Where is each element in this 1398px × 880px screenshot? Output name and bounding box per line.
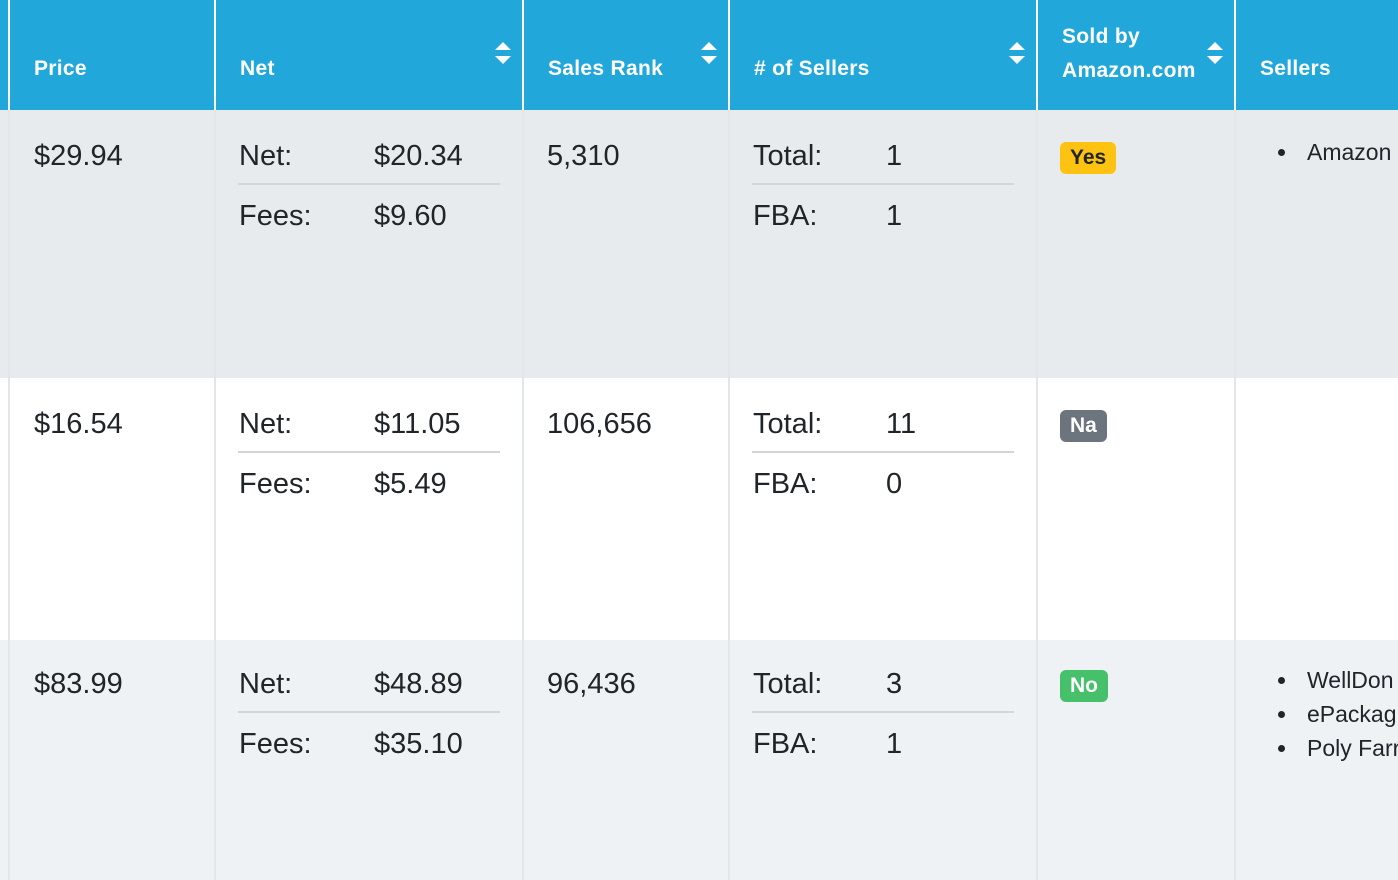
total-label: Total:	[753, 408, 823, 440]
table-row[interactable]: $29.94 Net: $20.34 Fees: $9.60 5,310 Tot…	[0, 110, 1398, 378]
header-divider	[728, 0, 730, 110]
price-cell: $29.94	[34, 140, 123, 172]
net-label: Net:	[239, 140, 293, 172]
fba-value: 1	[886, 200, 903, 232]
status-badge: Na	[1060, 410, 1107, 442]
list-item[interactable]: WellDon	[1276, 663, 1398, 697]
fba-label: FBA:	[753, 200, 818, 232]
header-divider	[1036, 0, 1038, 110]
total-value: 3	[886, 668, 903, 700]
column-divider	[728, 0, 730, 880]
table-row[interactable]: $83.99 Net: $48.89 Fees: $35.10 96,436 T…	[0, 640, 1398, 880]
total-value: 11	[886, 408, 917, 440]
header-sold-by-line2: Amazon.com	[1062, 59, 1196, 82]
status-badge: No	[1060, 670, 1108, 702]
list-item[interactable]: ePackag	[1276, 697, 1398, 731]
header-divider	[522, 0, 524, 110]
sort-icon[interactable]	[700, 42, 718, 64]
net-value: $11.05	[374, 408, 461, 440]
list-item[interactable]: Amazon	[1276, 135, 1391, 169]
fees-value: $9.60	[374, 200, 447, 232]
header-divider	[8, 0, 10, 110]
sales-rank-cell: 96,436	[547, 668, 636, 700]
net-divider	[238, 451, 500, 453]
column-divider	[1036, 0, 1038, 880]
header-divider	[214, 0, 216, 110]
table-row[interactable]: $16.54 Net: $11.05 Fees: $5.49 106,656 T…	[0, 378, 1398, 640]
header-sold-by-amazon-label: Sold by Amazon.com	[1062, 20, 1196, 88]
header-divider	[1234, 0, 1236, 110]
header-sellers-label: Sellers	[1260, 57, 1331, 80]
net-divider	[238, 183, 500, 185]
sort-icon[interactable]	[1206, 42, 1224, 64]
fba-value: 1	[886, 728, 903, 760]
fees-value: $35.10	[374, 728, 463, 760]
sellers-divider	[752, 183, 1014, 185]
sort-icon[interactable]	[494, 42, 512, 64]
sales-rank-cell: 5,310	[547, 140, 620, 172]
total-label: Total:	[753, 140, 823, 172]
total-label: Total:	[753, 668, 823, 700]
list-item[interactable]: Poly Farr	[1276, 731, 1398, 765]
fees-label: Fees:	[239, 200, 312, 232]
net-value: $48.89	[374, 668, 463, 700]
price-cell: $16.54	[34, 408, 123, 440]
price-cell: $83.99	[34, 668, 123, 700]
header-price[interactable]: Price	[10, 0, 214, 110]
header-sold-by-amazon[interactable]: Sold by Amazon.com	[1038, 0, 1234, 110]
column-divider	[1234, 0, 1236, 880]
sort-icon[interactable]	[1008, 42, 1026, 64]
header-cell-leading	[0, 0, 8, 110]
net-divider	[238, 711, 500, 713]
status-badge: Yes	[1060, 142, 1117, 174]
sellers-divider	[752, 451, 1014, 453]
net-label: Net:	[239, 668, 293, 700]
fba-label: FBA:	[753, 728, 818, 760]
header-net-label: Net	[240, 57, 275, 80]
sales-rank-cell: 106,656	[547, 408, 652, 440]
fees-label: Fees:	[239, 468, 312, 500]
column-divider	[8, 0, 10, 880]
header-net[interactable]: Net	[216, 0, 522, 110]
header-num-sellers[interactable]: # of Sellers	[730, 0, 1036, 110]
column-divider	[214, 0, 216, 880]
sellers-divider	[752, 711, 1014, 713]
net-label: Net:	[239, 408, 293, 440]
header-sales-rank[interactable]: Sales Rank	[524, 0, 728, 110]
header-sales-rank-label: Sales Rank	[548, 57, 664, 80]
sellers-list: Amazon	[1276, 135, 1391, 169]
net-value: $20.34	[374, 140, 463, 172]
fees-label: Fees:	[239, 728, 312, 760]
total-value: 1	[886, 140, 903, 172]
fees-value: $5.49	[374, 468, 447, 500]
header-sold-by-line1: Sold by	[1062, 25, 1140, 48]
fba-label: FBA:	[753, 468, 818, 500]
sellers-list: WellDon ePackag Poly Farr	[1276, 663, 1398, 765]
column-divider	[522, 0, 524, 880]
header-price-label: Price	[34, 57, 87, 80]
header-sellers[interactable]: Sellers	[1236, 0, 1398, 110]
header-num-sellers-label: # of Sellers	[754, 57, 870, 80]
fba-value: 0	[886, 468, 903, 500]
